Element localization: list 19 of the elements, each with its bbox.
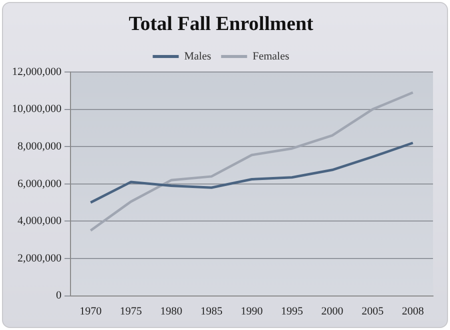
x-tick-label: 2000 — [321, 305, 344, 318]
chart-title: Total Fall Enrollment — [128, 13, 314, 36]
x-tick-label: 1980 — [160, 305, 183, 318]
x-tick-label: 1985 — [200, 305, 223, 318]
y-tick-label: 10,000,000 — [12, 103, 62, 116]
x-tick-label: 2005 — [362, 305, 384, 318]
x-tick-label: 1975 — [120, 305, 142, 318]
y-tick-label: 2,000,000 — [18, 252, 62, 264]
y-tick-label: 6,000,000 — [18, 178, 62, 190]
y-tick-label: 8,000,000 — [18, 140, 62, 152]
y-tick-label: 4,000,000 — [18, 215, 62, 228]
legend-label: Females — [252, 50, 290, 62]
x-tick-label: 1990 — [240, 305, 264, 318]
x-tick-label: 1995 — [281, 305, 304, 318]
x-tick-label: 2008 — [402, 305, 424, 318]
y-tick-label: 0 — [56, 290, 62, 302]
x-tick-label: 1970 — [80, 305, 102, 318]
y-tick-label: 12,000,000 — [12, 66, 62, 78]
legend-label: Males — [184, 50, 212, 62]
